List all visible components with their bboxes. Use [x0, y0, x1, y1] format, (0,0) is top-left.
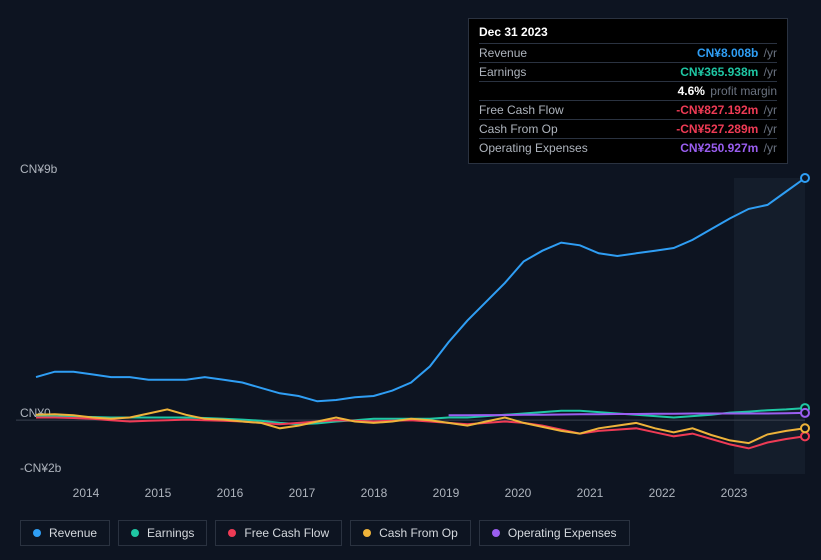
legend-dot-icon — [131, 529, 139, 537]
x-axis-label: 2022 — [647, 486, 677, 500]
tooltip-row: Cash From Op -CN¥527.289m /yr — [479, 119, 777, 138]
tooltip-row-label: Cash From Op — [479, 122, 558, 136]
tooltip-row-value: -CN¥527.289m /yr — [676, 122, 777, 136]
x-axis-label: 2023 — [719, 486, 749, 500]
tooltip-row: Earnings CN¥365.938m /yr — [479, 62, 777, 81]
tooltip-row-value: CN¥8.008b /yr — [697, 46, 777, 60]
x-axis-label: 2015 — [143, 486, 173, 500]
x-axis-label: 2016 — [215, 486, 245, 500]
legend-label: Free Cash Flow — [244, 526, 329, 540]
tooltip-row-value: CN¥250.927m /yr — [680, 141, 777, 155]
series-end-marker — [801, 432, 809, 440]
legend-label: Operating Expenses — [508, 526, 617, 540]
tooltip-date: Dec 31 2023 — [479, 25, 777, 43]
x-axis-label: 2020 — [503, 486, 533, 500]
legend-item[interactable]: Revenue — [20, 520, 110, 546]
line-chart — [16, 178, 805, 474]
legend-dot-icon — [33, 529, 41, 537]
x-axis-label: 2018 — [359, 486, 389, 500]
series-line — [36, 178, 805, 401]
legend-dot-icon — [363, 529, 371, 537]
x-axis-label: 2021 — [575, 486, 605, 500]
series-line — [36, 418, 805, 449]
legend-item[interactable]: Cash From Op — [350, 520, 471, 546]
legend-item[interactable]: Operating Expenses — [479, 520, 630, 546]
legend: Revenue Earnings Free Cash Flow Cash From O… — [20, 520, 630, 546]
legend-dot-icon — [228, 529, 236, 537]
tooltip-row-label: Earnings — [479, 65, 526, 79]
tooltip-row-label: Free Cash Flow — [479, 103, 564, 117]
tooltip-row: 4.6% profit margin — [479, 81, 777, 100]
tooltip-row-label: Operating Expenses — [479, 141, 588, 155]
x-axis-label: 2017 — [287, 486, 317, 500]
series-end-marker — [801, 424, 809, 432]
legend-item[interactable]: Free Cash Flow — [215, 520, 342, 546]
tooltip-row: Free Cash Flow -CN¥827.192m /yr — [479, 100, 777, 119]
legend-item[interactable]: Earnings — [118, 520, 207, 546]
tooltip-row-label: Revenue — [479, 46, 527, 60]
data-tooltip: Dec 31 2023 Revenue CN¥8.008b /yr Earnings… — [468, 18, 788, 164]
legend-label: Earnings — [147, 526, 194, 540]
tooltip-row-value: CN¥365.938m /yr — [680, 65, 777, 79]
series-end-marker — [801, 174, 809, 182]
x-axis-label: 2014 — [71, 486, 101, 500]
tooltip-row-value: 4.6% profit margin — [678, 84, 777, 98]
series-end-marker — [801, 409, 809, 417]
x-axis-label: 2019 — [431, 486, 461, 500]
tooltip-row-value: -CN¥827.192m /yr — [676, 103, 777, 117]
legend-label: Revenue — [49, 526, 97, 540]
tooltip-row: Operating Expenses CN¥250.927m /yr — [479, 138, 777, 157]
y-axis-label: CN¥9b — [20, 162, 57, 176]
legend-dot-icon — [492, 529, 500, 537]
legend-label: Cash From Op — [379, 526, 458, 540]
tooltip-row: Revenue CN¥8.008b /yr — [479, 43, 777, 62]
